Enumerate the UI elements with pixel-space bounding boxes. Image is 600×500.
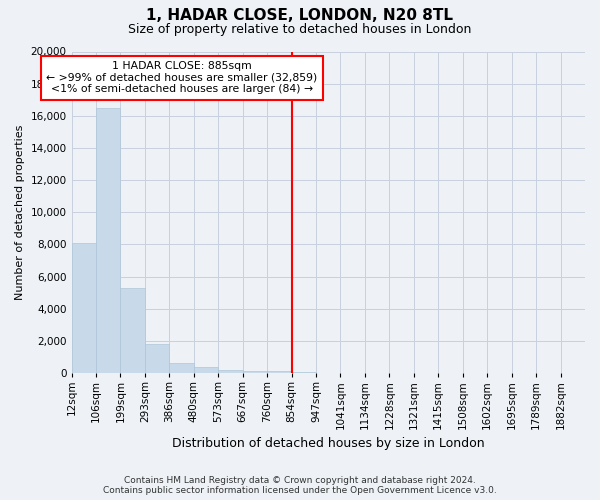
Text: 1, HADAR CLOSE, LONDON, N20 8TL: 1, HADAR CLOSE, LONDON, N20 8TL — [146, 8, 454, 22]
Y-axis label: Number of detached properties: Number of detached properties — [15, 124, 25, 300]
Bar — [242, 370, 267, 373]
Bar — [121, 288, 145, 373]
Bar — [194, 368, 218, 373]
Bar — [218, 370, 242, 373]
Text: Size of property relative to detached houses in London: Size of property relative to detached ho… — [128, 22, 472, 36]
Bar — [267, 372, 292, 373]
Text: Contains HM Land Registry data © Crown copyright and database right 2024.
Contai: Contains HM Land Registry data © Crown c… — [103, 476, 497, 495]
Bar — [145, 344, 169, 373]
Bar — [96, 108, 121, 373]
Bar — [169, 362, 194, 373]
Bar — [71, 243, 96, 373]
Text: 1 HADAR CLOSE: 885sqm
← >99% of detached houses are smaller (32,859)
<1% of semi: 1 HADAR CLOSE: 885sqm ← >99% of detached… — [46, 61, 317, 94]
X-axis label: Distribution of detached houses by size in London: Distribution of detached houses by size … — [172, 437, 485, 450]
